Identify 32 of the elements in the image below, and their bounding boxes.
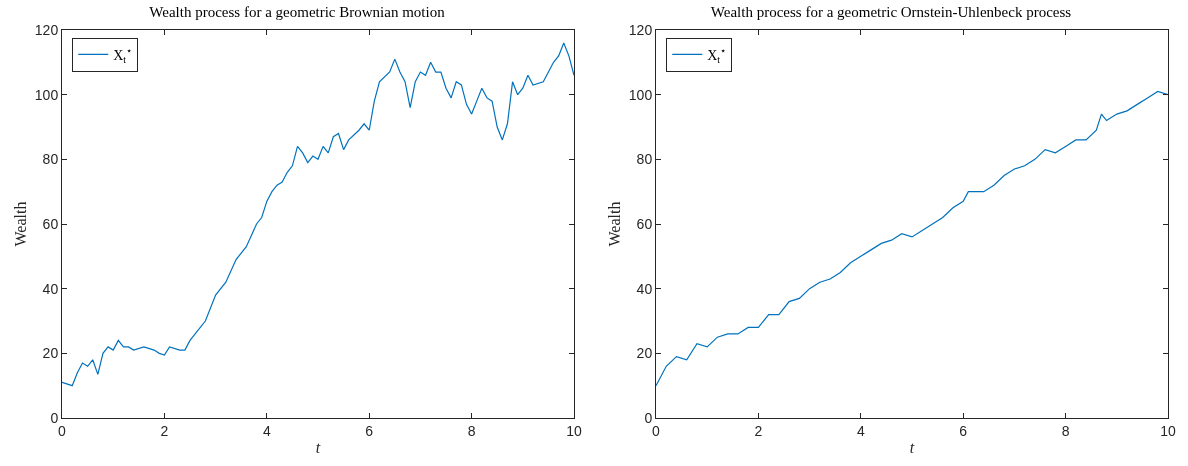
x-axis-title: t [909, 439, 915, 457]
x-axis-title: t [315, 439, 321, 457]
y-tick-label: 100 [628, 86, 653, 103]
line-series [62, 42, 574, 387]
x-tick-label: 6 [959, 422, 968, 439]
x-tick-label: 4 [262, 422, 271, 439]
x-tick-label: 10 [566, 422, 582, 439]
y-tick-label: 0 [644, 409, 653, 426]
x-tick-label: 8 [467, 422, 476, 439]
y-tick-label: 0 [50, 409, 59, 426]
y-tick-label: 120 [628, 21, 653, 38]
y-tick-label: 120 [34, 21, 59, 38]
y-tick-label: 40 [636, 280, 653, 297]
y-tick-label: 80 [636, 151, 653, 168]
y-tick-label: 20 [636, 345, 653, 362]
y-tick-label: 80 [42, 151, 59, 168]
x-tick-label: 8 [1061, 422, 1070, 439]
y-axis-title: Wealth [11, 201, 29, 247]
y-tick-label: 100 [34, 86, 59, 103]
x-tick-label: 2 [160, 422, 169, 439]
y-tick-label: 60 [42, 215, 59, 232]
x-tick-label: 6 [365, 422, 374, 439]
x-tick-label: 10 [1160, 422, 1176, 439]
y-tick-label: 40 [42, 280, 59, 297]
line-series [656, 90, 1168, 387]
chart-title: Wealth process for a geometric Ornstein-Uhlenbeck process [710, 4, 1072, 21]
y-axis-title: Wealth [605, 201, 623, 247]
chart-title: Wealth process for a geometric Brownian motion [149, 4, 446, 21]
y-tick-label: 20 [42, 345, 59, 362]
y-tick-label: 60 [636, 215, 653, 232]
x-tick-label: 2 [754, 422, 763, 439]
x-tick-label: 4 [856, 422, 865, 439]
